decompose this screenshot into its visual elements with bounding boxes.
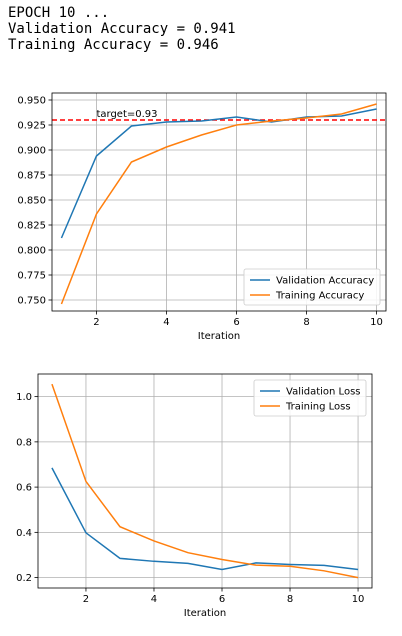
log-epoch-line: EPOCH 10 ... [8, 5, 110, 21]
legend-entry: Validation Loss [286, 387, 361, 398]
x-tick-label: 6 [219, 594, 225, 605]
y-tick-label: 0.2 [16, 573, 32, 584]
x-tick-label: 2 [83, 594, 89, 605]
y-tick-label: 0.825 [17, 221, 46, 232]
legend-box [253, 379, 367, 417]
y-tick-label: 0.4 [16, 528, 32, 539]
y-tick-label: 0.875 [17, 171, 46, 182]
x-tick-label: 2 [93, 317, 99, 328]
x-axis-label: Iteration [184, 608, 226, 619]
x-tick-label: 10 [370, 317, 383, 328]
x-tick-label: 8 [303, 317, 309, 328]
x-axis-label: Iteration [198, 331, 240, 342]
series-line-validation-accuracy [60, 108, 377, 239]
series-line-training-loss [51, 383, 359, 579]
y-tick-label: 0.925 [17, 121, 46, 132]
log-validation-accuracy-line: Validation Accuracy = 0.941 [8, 21, 236, 37]
y-tick-label: 0.775 [17, 271, 46, 282]
y-tick-label: 0.750 [17, 296, 46, 307]
y-tick-label: 0.850 [17, 196, 46, 207]
y-tick-label: 0.8 [16, 437, 32, 448]
loss-chart: 2 4 6 8 10 0.2 0.4 0.6 0.8 1.0 Iteration Validation… [16, 373, 373, 619]
x-tick-label: 4 [163, 317, 169, 328]
series-line-training-accuracy [60, 103, 377, 305]
accuracy-chart: target=0.93 2 4 6 8 10 0.750 0.775 0.800 0.825 0.8… [17, 92, 387, 342]
y-tick-label: 0.800 [17, 246, 46, 257]
y-tick-label: 1.0 [16, 392, 32, 403]
log-training-accuracy-line: Training Accuracy = 0.946 [8, 37, 219, 53]
target-label: target=0.93 [96, 109, 157, 120]
legend-entry: Training Accuracy [275, 291, 364, 302]
plot-frame [51, 92, 387, 312]
x-tick-label: 10 [352, 594, 365, 605]
y-tick-label: 0.6 [16, 483, 32, 494]
legend-entry: Validation Accuracy [276, 276, 374, 287]
legend-box [243, 268, 381, 306]
series-line-validation-loss [51, 467, 359, 571]
legend-entry: Training Loss [285, 402, 351, 413]
x-tick-label: 8 [287, 594, 293, 605]
plot-frame [37, 373, 373, 589]
x-tick-label: 4 [151, 594, 157, 605]
training-log: EPOCH 10 ... Validation Accuracy = 0.941 T… [8, 5, 236, 53]
x-tick-label: 6 [233, 317, 239, 328]
y-tick-label: 0.950 [17, 96, 46, 107]
y-tick-label: 0.900 [17, 146, 46, 157]
